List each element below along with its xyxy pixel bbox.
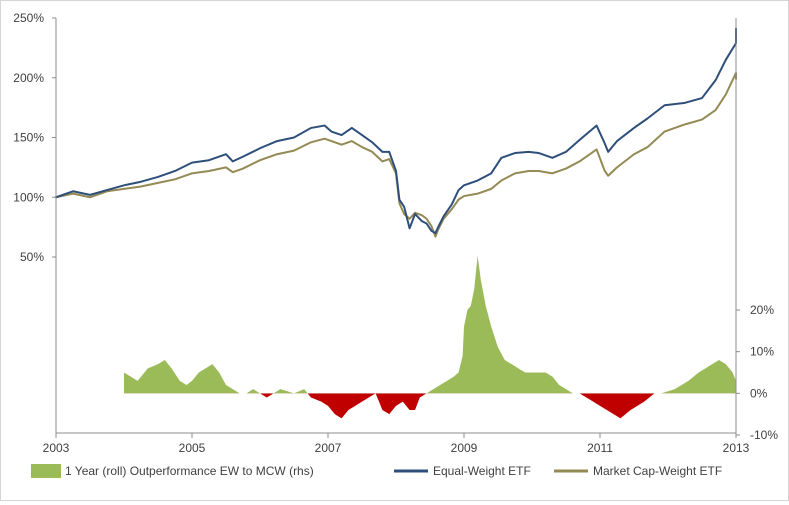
legend-label: Market Cap-Weight ETF — [593, 464, 722, 478]
x-axis-tick-label: 2005 — [179, 441, 206, 455]
legend-label: Equal-Weight ETF — [433, 464, 531, 478]
legend-label: 1 Year (roll) Outperformance EW to MCW (… — [65, 464, 314, 478]
right-axis-tick-label: 20% — [750, 303, 774, 317]
x-axis-tick-label: 2003 — [43, 441, 70, 455]
x-axis-tick-label: 2009 — [451, 441, 478, 455]
right-axis-tick-label: 0% — [750, 386, 768, 400]
left-axis-tick-label: 50% — [20, 250, 44, 264]
x-axis-tick-label: 2013 — [723, 441, 750, 455]
market-cap-weight-etf-line — [55, 71, 737, 238]
x-axis-tick-label: 2011 — [587, 441, 613, 455]
outperformance-negative-area — [260, 393, 655, 419]
left-axis-tick-label: 100% — [13, 190, 44, 204]
equal-weight-etf-line — [55, 27, 737, 235]
right-axis-tick-label: 10% — [750, 345, 774, 359]
left-axis-tick-label: 200% — [13, 71, 44, 85]
left-axis-tick-label: 250% — [13, 11, 44, 25]
right-axis-tick-label: -10% — [750, 428, 778, 442]
legend-swatch-outperformance — [31, 464, 61, 478]
x-axis-tick-label: 2007 — [315, 441, 342, 455]
left-axis-tick-label: 150% — [13, 131, 44, 145]
